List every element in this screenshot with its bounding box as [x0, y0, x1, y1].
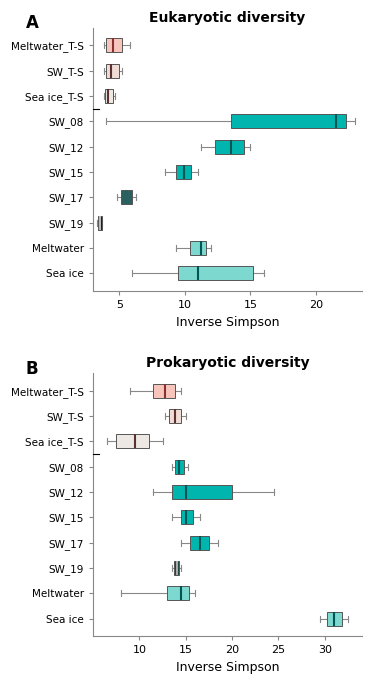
Title: Prokaryotic diversity: Prokaryotic diversity — [146, 356, 309, 371]
Bar — [106, 38, 122, 52]
Bar — [172, 485, 232, 499]
Bar — [231, 114, 346, 128]
X-axis label: Inverse Simpson: Inverse Simpson — [176, 316, 279, 329]
Bar — [169, 409, 181, 423]
Bar — [121, 190, 132, 204]
Bar — [176, 165, 191, 179]
Bar — [98, 216, 102, 229]
Bar — [327, 612, 342, 625]
Bar — [106, 64, 119, 77]
Bar — [215, 140, 244, 153]
Bar — [167, 586, 189, 600]
Bar — [191, 536, 209, 549]
X-axis label: Inverse Simpson: Inverse Simpson — [176, 661, 279, 674]
Bar — [116, 434, 149, 448]
Bar — [190, 241, 206, 255]
Bar — [175, 460, 184, 473]
Bar — [174, 561, 179, 575]
Bar — [178, 266, 253, 280]
Text: A: A — [26, 14, 39, 32]
Text: B: B — [26, 360, 38, 377]
Bar — [181, 510, 193, 524]
Title: Eukaryotic diversity: Eukaryotic diversity — [150, 11, 305, 25]
Bar — [105, 89, 113, 103]
Bar — [153, 384, 175, 397]
